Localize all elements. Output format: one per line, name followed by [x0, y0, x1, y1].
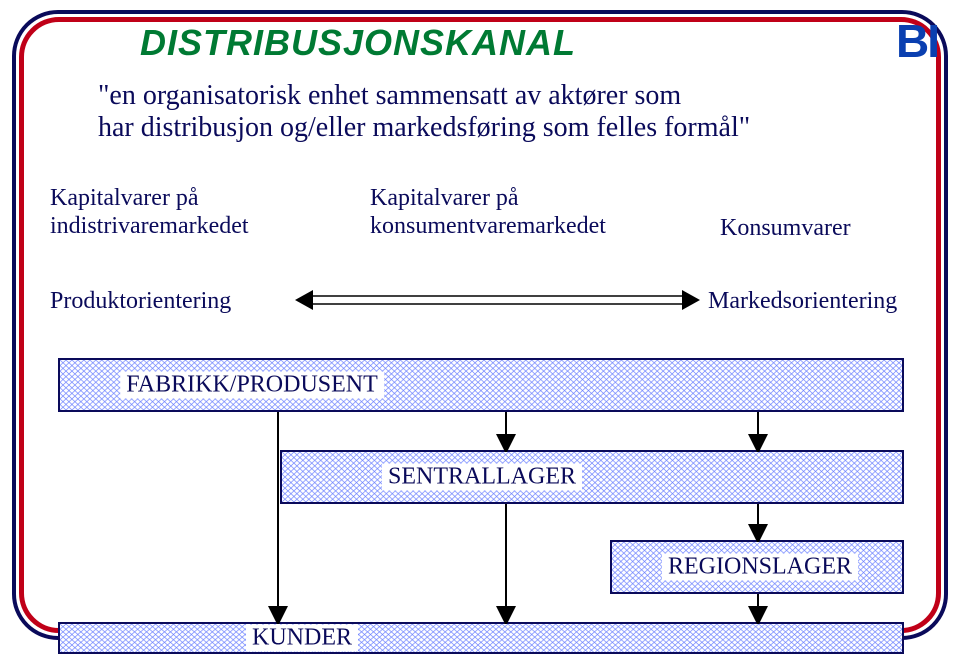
slide-subtitle: "en organisatorisk enhet sammensatt av a…: [98, 80, 898, 144]
box-kunder-label: KUNDER: [246, 625, 358, 652]
box-region: REGIONSLAGER: [610, 540, 904, 594]
box-sentral: SENTRALLAGER: [280, 450, 904, 504]
bi-logo: BI: [896, 14, 938, 68]
slide-content: BI DISTRIBUSJONSKANAL "en organisatorisk…: [0, 0, 960, 655]
box-region-label: REGIONSLAGER: [662, 554, 858, 581]
subtitle-line2: har distribusjon og/eller markedsføring …: [98, 112, 750, 143]
column-right: Konsumvarer: [720, 215, 851, 243]
subtitle-line1: "en organisatorisk enhet sammensatt av a…: [98, 80, 681, 111]
col-mid-line1: Kapitalvarer på: [370, 185, 519, 211]
orientation-right: Markedsorientering: [708, 288, 897, 315]
col-left-line2: indistrivaremarkedet: [50, 213, 249, 239]
col-right-text: Konsumvarer: [720, 215, 851, 241]
col-mid-line2: konsumentvaremarkedet: [370, 213, 606, 239]
column-mid: Kapitalvarer på konsumentvaremarkedet: [370, 185, 606, 240]
col-left-line1: Kapitalvarer på: [50, 185, 199, 211]
box-kunder: KUNDER: [58, 622, 904, 654]
box-sentral-label: SENTRALLAGER: [382, 464, 582, 491]
orientation-left: Produktorientering: [50, 288, 231, 315]
slide-title: DISTRIBUSJONSKANAL: [140, 22, 576, 64]
box-fabrikk-label: FABRIKK/PRODUSENT: [120, 372, 384, 399]
column-left: Kapitalvarer på indistrivaremarkedet: [50, 185, 249, 240]
double-arrow: [295, 285, 700, 315]
box-fabrikk: FABRIKK/PRODUSENT: [58, 358, 904, 412]
